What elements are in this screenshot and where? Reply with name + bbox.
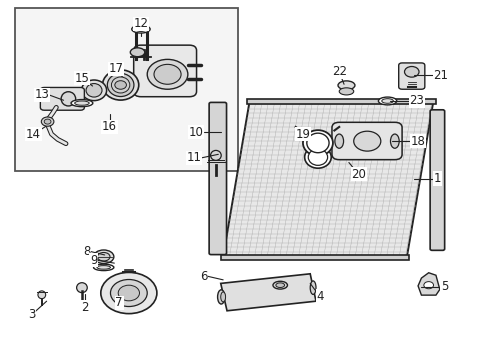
Text: 9: 9	[90, 254, 97, 267]
Text: 1: 1	[433, 172, 440, 185]
Ellipse shape	[334, 134, 343, 148]
Ellipse shape	[390, 134, 398, 148]
Text: 4: 4	[316, 290, 323, 303]
Ellipse shape	[75, 101, 89, 105]
Circle shape	[118, 285, 139, 301]
Ellipse shape	[86, 84, 102, 97]
Ellipse shape	[102, 70, 138, 100]
FancyBboxPatch shape	[209, 102, 226, 255]
Ellipse shape	[304, 146, 331, 168]
Text: 18: 18	[410, 135, 425, 148]
Text: 2: 2	[81, 301, 89, 314]
Text: 12: 12	[133, 17, 148, 30]
Ellipse shape	[310, 281, 316, 295]
Text: 11: 11	[186, 151, 201, 164]
Polygon shape	[417, 273, 439, 295]
FancyBboxPatch shape	[331, 122, 401, 160]
FancyBboxPatch shape	[398, 63, 424, 89]
Text: 5: 5	[440, 281, 447, 293]
FancyBboxPatch shape	[134, 45, 196, 97]
Ellipse shape	[381, 99, 393, 103]
Text: 3: 3	[29, 308, 36, 321]
Circle shape	[41, 117, 54, 126]
Ellipse shape	[93, 250, 114, 263]
Ellipse shape	[61, 92, 76, 106]
Text: 13: 13	[34, 89, 49, 101]
Ellipse shape	[404, 66, 418, 77]
Polygon shape	[220, 274, 316, 311]
Polygon shape	[223, 100, 433, 257]
Ellipse shape	[306, 133, 328, 153]
Ellipse shape	[93, 264, 114, 271]
Ellipse shape	[378, 97, 396, 105]
Text: 19: 19	[295, 127, 310, 141]
Circle shape	[101, 272, 157, 314]
Circle shape	[147, 59, 187, 89]
Ellipse shape	[130, 48, 145, 57]
Ellipse shape	[275, 283, 284, 287]
Text: 16: 16	[102, 120, 117, 134]
Ellipse shape	[38, 291, 45, 299]
Text: 23: 23	[408, 95, 424, 107]
Circle shape	[110, 280, 147, 307]
Ellipse shape	[107, 74, 134, 96]
Circle shape	[154, 64, 181, 84]
Text: 22: 22	[331, 65, 346, 78]
Text: 6: 6	[200, 270, 207, 283]
Bar	[247, 99, 435, 104]
FancyBboxPatch shape	[40, 87, 84, 110]
Ellipse shape	[338, 88, 353, 95]
Text: 21: 21	[433, 69, 448, 82]
FancyBboxPatch shape	[429, 110, 444, 250]
Ellipse shape	[71, 100, 92, 107]
Bar	[220, 255, 408, 260]
Text: 15: 15	[75, 72, 89, 85]
Circle shape	[115, 81, 126, 89]
Ellipse shape	[135, 27, 147, 31]
Text: 14: 14	[26, 127, 41, 141]
Circle shape	[353, 131, 380, 151]
Ellipse shape	[97, 252, 110, 261]
Ellipse shape	[337, 81, 354, 90]
Ellipse shape	[111, 77, 130, 93]
Ellipse shape	[132, 25, 150, 33]
Ellipse shape	[272, 281, 287, 289]
Text: 10: 10	[189, 126, 203, 139]
Text: 7: 7	[115, 296, 122, 310]
Ellipse shape	[210, 150, 221, 160]
Text: 8: 8	[83, 245, 90, 258]
Ellipse shape	[97, 266, 110, 269]
Circle shape	[44, 119, 51, 124]
Ellipse shape	[76, 283, 87, 293]
Circle shape	[423, 282, 433, 289]
Ellipse shape	[217, 290, 225, 304]
Ellipse shape	[81, 80, 106, 101]
Ellipse shape	[302, 130, 332, 156]
Bar	[15, 8, 237, 171]
Ellipse shape	[308, 149, 327, 165]
Text: 17: 17	[108, 62, 123, 75]
Ellipse shape	[220, 292, 225, 302]
Text: 20: 20	[350, 168, 365, 181]
